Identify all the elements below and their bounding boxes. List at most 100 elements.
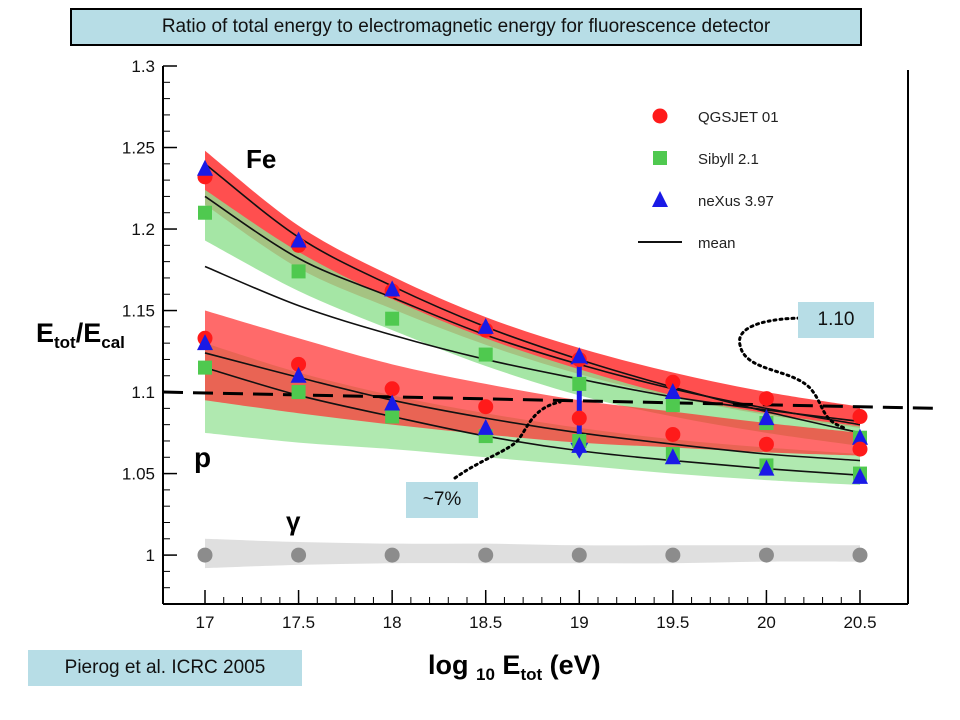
marker-fe-square: [572, 376, 587, 391]
y-axis-label-sub2: cal: [101, 333, 125, 352]
marker-p-circle: [384, 381, 400, 397]
marker-gamma-circle: [758, 547, 774, 563]
marker-p-circle: [665, 426, 681, 442]
band-p-green: [205, 343, 860, 485]
y-tick-label: 1.2: [131, 220, 155, 239]
band-p-red: [205, 310, 860, 456]
marker-p-circle: [291, 356, 307, 372]
marker-p-circle: [758, 436, 774, 452]
percent-annotation: ~7%: [406, 482, 478, 518]
y-axis-label: Etot/Ecal: [36, 318, 125, 353]
marker-fe-triangle: [197, 159, 213, 176]
legend-marker-circle: [652, 108, 668, 124]
x-tick-label: 17: [196, 613, 215, 632]
connector-percent: [453, 400, 562, 480]
data-markers: [197, 159, 868, 563]
x-axis-label-mid: E: [494, 650, 521, 680]
axis-ticks: 1 1.05 1.1 1.15 1.2 1.25 1.3 17 17.5 18 18.5 19 19.5…: [122, 57, 877, 632]
legend-marker-square: [653, 151, 667, 165]
marker-p-circle: [852, 441, 868, 457]
marker-p-triangle: [290, 366, 307, 383]
group-label-fe: Fe: [246, 144, 276, 174]
group-label-gamma: γ: [286, 506, 301, 536]
marker-fe-circle: [665, 374, 681, 390]
legend-label: Sibyll 2.1: [698, 151, 759, 168]
y-tick-label: 1.15: [122, 302, 155, 321]
marker-p-square: [385, 409, 400, 424]
marker-p-triangle: [664, 448, 681, 465]
marker-fe-square: [478, 347, 493, 362]
marker-p-square: [198, 360, 212, 375]
marker-fe-triangle: [290, 231, 307, 248]
marker-p-triangle: [571, 436, 588, 453]
x-tick-label: 18.5: [469, 613, 502, 632]
x-axis-label: log 10 Etot (eV): [428, 650, 601, 685]
y-tick-label: 1.1: [131, 383, 155, 402]
y-axis-label-main: E: [36, 318, 55, 348]
marker-fe-triangle: [758, 409, 775, 426]
marker-gamma-circle: [571, 547, 587, 563]
legend-marker-triangle: [652, 191, 668, 207]
y-tick-label: 1.05: [122, 465, 155, 484]
value-annotation-110: 1.10: [798, 302, 874, 338]
citation-label: Pierog et al. ICRC 2005: [28, 650, 302, 686]
marker-p-triangle: [477, 418, 494, 435]
y-axis-label-sub1: tot: [54, 333, 76, 352]
connector-110: [738, 316, 847, 430]
marker-fe-triangle: [852, 428, 868, 445]
y-tick-label: 1.25: [122, 139, 155, 158]
marker-p-triangle: [197, 334, 213, 351]
y-axis-label-slash: /E: [75, 318, 102, 348]
band-gamma: [205, 538, 860, 569]
marker-gamma-circle: [291, 547, 307, 563]
mean-line-mixed: [204, 265, 861, 423]
marker-gamma-circle: [852, 547, 868, 563]
marker-fe-square: [665, 398, 680, 413]
x-tick-label: 20.5: [843, 613, 876, 632]
mean-line-p-lower: [204, 366, 861, 477]
x-axis-label-main: log: [428, 650, 476, 680]
marker-fe-circle: [852, 409, 868, 425]
y-tick-label: 1: [146, 546, 155, 565]
marker-gamma-circle: [665, 547, 681, 563]
marker-gamma-circle: [197, 547, 213, 563]
annotation-connectors: [453, 316, 847, 480]
marker-fe-square: [198, 205, 212, 220]
band-fe-red: [205, 150, 860, 428]
marker-gamma-circle: [478, 547, 494, 563]
marker-fe-triangle: [384, 280, 401, 297]
y-tick-label: 1.3: [131, 57, 155, 76]
marker-p-circle: [478, 399, 494, 415]
plot-frame: [162, 66, 909, 605]
marker-fe-triangle: [477, 317, 494, 334]
x-axis-label-unit: (eV): [542, 650, 601, 680]
marker-gamma-circle: [384, 547, 400, 563]
uncertainty-bands: [205, 150, 860, 569]
x-tick-label: 19: [570, 613, 589, 632]
legend-label: QGSJET 01: [698, 109, 779, 126]
legend-label: mean: [698, 235, 736, 252]
x-tick-label: 17.5: [282, 613, 315, 632]
x-tick-label: 18: [383, 613, 402, 632]
legend: QGSJET 01 Sibyll 2.1 neXus 3.97 mean: [638, 108, 779, 252]
marker-fe-square: [291, 264, 306, 279]
marker-fe-triangle: [571, 347, 588, 364]
marker-fe-square: [385, 311, 400, 326]
band-fe-green: [205, 189, 860, 446]
marker-p-square: [291, 385, 306, 400]
marker-fe-circle: [758, 391, 774, 407]
x-axis-label-sub1: tot: [520, 665, 543, 684]
x-axis-label-sub0: 10: [476, 665, 495, 684]
mean-line-p: [204, 352, 861, 462]
marker-p-circle: [571, 410, 587, 426]
chart-title: Ratio of total energy to electromagnetic…: [70, 8, 862, 46]
marker-p-triangle: [758, 459, 775, 476]
marker-p-triangle: [384, 394, 401, 411]
x-tick-label: 20: [757, 613, 776, 632]
marker-fe-triangle: [664, 383, 681, 400]
legend-label: neXus 3.97: [698, 193, 774, 210]
group-label-p: p: [194, 442, 211, 473]
x-tick-label: 19.5: [656, 613, 689, 632]
marker-p-triangle: [852, 467, 868, 484]
